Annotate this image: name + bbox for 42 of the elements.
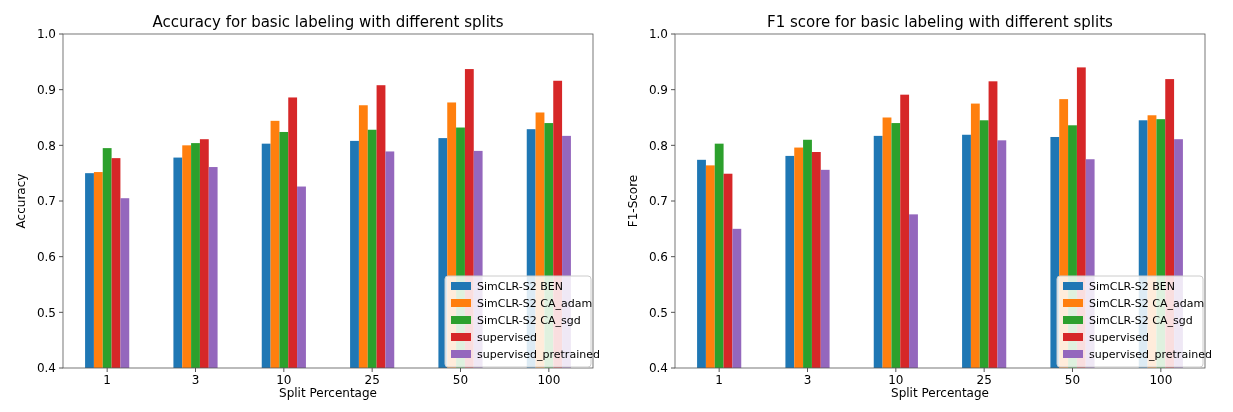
chart-title: Accuracy for basic labeling with different splits: [152, 13, 504, 31]
legend-label: SimCLR-S2 CA_adam: [477, 296, 593, 310]
x-tick-label: 1: [715, 373, 723, 387]
legend-label: supervised: [477, 330, 538, 344]
legend-label: supervised_pretrained: [477, 347, 600, 361]
legend-label: SimCLR-S2 CA_sgd: [1089, 313, 1193, 327]
y-tick-label: 0.5: [648, 305, 668, 320]
legend-label: SimCLR-S2 BEN: [477, 279, 563, 293]
x-tick-label: 100: [537, 373, 561, 387]
y-tick-label: 0.7: [36, 194, 56, 209]
x-axis-title: Split Percentage: [279, 386, 377, 400]
y-tick-label: 0.5: [36, 305, 56, 320]
y-tick-label: 0.8: [36, 138, 56, 153]
legend-label: supervised: [1089, 330, 1150, 344]
y-tick-label: 0.4: [36, 361, 56, 376]
y-tick-label: 0.7: [648, 194, 668, 209]
y-tick-label: 0.4: [648, 361, 668, 376]
x-axis-title: Split Percentage: [891, 386, 989, 400]
y-axis-title: Accuracy: [14, 173, 28, 229]
y-tick-label: 1.0: [648, 27, 668, 42]
x-tick-label: 10: [888, 373, 904, 387]
legend-label: SimCLR-S2 CA_adam: [1089, 296, 1205, 310]
x-tick-label: 1: [103, 373, 111, 387]
x-tick-label: 10: [276, 373, 292, 387]
y-tick-label: 1.0: [36, 27, 56, 42]
chart-title: F1 score for basic labeling with different splits: [767, 13, 1114, 31]
x-tick-label: 25: [976, 373, 992, 387]
y-tick-label: 0.6: [36, 249, 56, 264]
x-tick-label: 50: [452, 373, 469, 387]
y-axis-title: F1-Score: [626, 174, 640, 228]
x-tick-label: 100: [1149, 373, 1173, 387]
y-tick-label: 0.9: [648, 82, 668, 97]
y-tick-label: 0.6: [648, 249, 668, 264]
x-tick-label: 3: [191, 373, 200, 387]
x-tick-label: 50: [1064, 373, 1081, 387]
x-tick-label: 3: [803, 373, 812, 387]
y-tick-label: 0.8: [648, 138, 668, 153]
y-tick-label: 0.9: [36, 82, 56, 97]
legend-label: SimCLR-S2 BEN: [1089, 279, 1175, 293]
legend-label: supervised_pretrained: [1089, 347, 1212, 361]
x-tick-label: 25: [364, 373, 380, 387]
legend-label: SimCLR-S2 CA_sgd: [477, 313, 581, 327]
